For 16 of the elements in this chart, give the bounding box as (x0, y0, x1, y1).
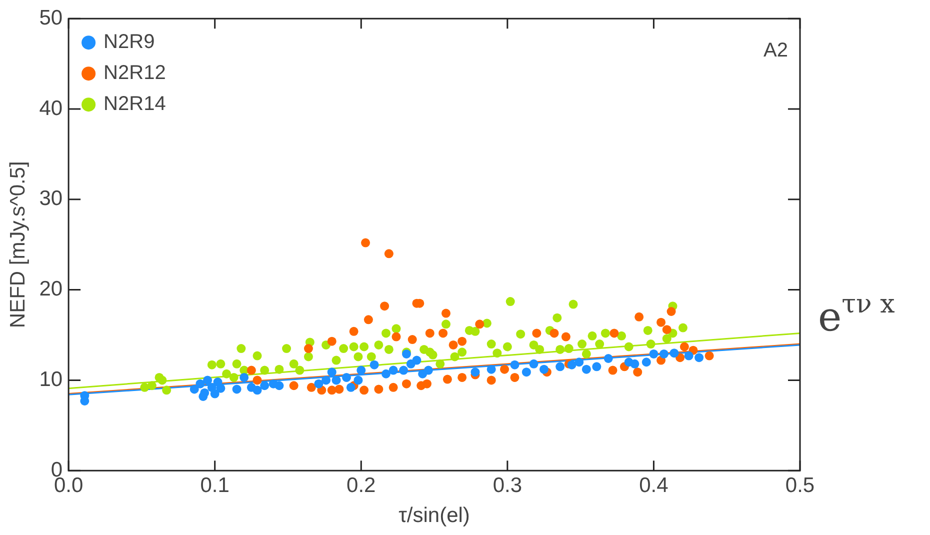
y-tick-label: 30 (39, 187, 63, 210)
x-tick-label: 0.2 (346, 474, 376, 497)
y-tick-label: 50 (39, 6, 63, 30)
x-axis-title: τ/sin(el) (398, 504, 470, 528)
x-tick-label: 0.1 (200, 474, 230, 497)
x-tick-label: 0.4 (639, 474, 669, 497)
x-tick-label: 0.3 (492, 474, 522, 497)
y-tick-label: 20 (39, 278, 63, 301)
y-axis-title: NEFD [mJy.s^0.5] (6, 161, 30, 328)
legend-label: N2R12 (104, 62, 166, 84)
y-tick-label: 40 (39, 96, 63, 120)
legend-label: N2R9 (104, 31, 155, 54)
y-tick-label: 10 (39, 368, 63, 391)
annotation: A2 (764, 40, 788, 62)
x-tick-label: 0.5 (785, 474, 815, 497)
legend-label: N2R14 (104, 93, 166, 116)
